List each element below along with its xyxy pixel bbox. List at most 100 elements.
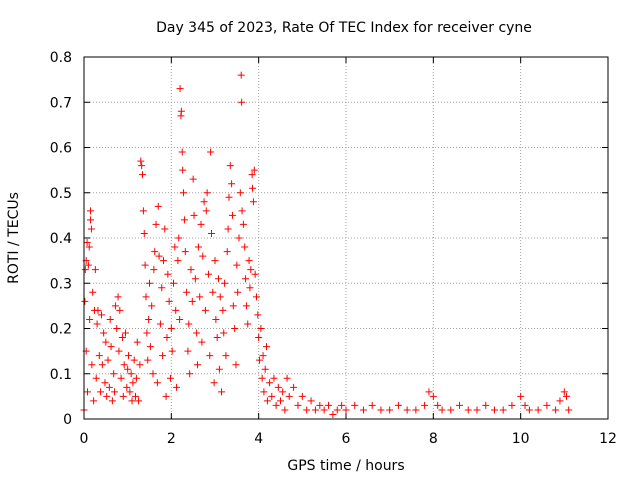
data-point: [185, 320, 193, 328]
x-tick-label: 0: [80, 431, 89, 447]
data-point: [173, 383, 181, 391]
data-point: [142, 293, 150, 301]
data-point: [429, 392, 437, 400]
data-point: [525, 406, 533, 414]
data-point: [177, 107, 185, 115]
data-point: [139, 171, 147, 179]
y-tick-label: 0.5: [50, 186, 72, 202]
data-point: [261, 365, 269, 373]
data-point: [118, 334, 126, 342]
data-point: [438, 406, 446, 414]
data-point: [81, 297, 89, 305]
data-point: [194, 361, 202, 369]
y-tick-label: 0.6: [50, 141, 72, 157]
data-point: [325, 401, 333, 409]
data-point: [163, 334, 171, 342]
data-point: [482, 401, 490, 409]
data-point: [307, 397, 315, 405]
data-point: [85, 243, 93, 251]
y-tick-label: 0.7: [50, 95, 72, 111]
data-point: [162, 392, 170, 400]
data-point: [139, 207, 147, 215]
data-point: [83, 239, 91, 247]
data-point: [153, 379, 161, 387]
data-point: [210, 379, 218, 387]
data-point: [84, 261, 92, 269]
data-point: [473, 406, 481, 414]
data-point: [105, 383, 113, 391]
data-point: [92, 374, 100, 382]
x-tick-label: 8: [429, 431, 438, 447]
data-point: [556, 397, 564, 405]
data-point: [279, 388, 287, 396]
data-point: [180, 216, 188, 224]
y-tick-label: 0.2: [50, 322, 72, 338]
data-point: [206, 352, 214, 360]
data-point: [311, 406, 319, 414]
data-point: [464, 406, 472, 414]
data-point: [200, 198, 208, 206]
data-point: [285, 392, 293, 400]
data-point: [117, 374, 125, 382]
data-point: [159, 352, 167, 360]
data-point: [129, 379, 137, 387]
data-point: [174, 257, 182, 265]
data-point: [100, 329, 108, 337]
y-tick-label: 0: [63, 412, 72, 428]
data-point: [180, 189, 188, 197]
data-point: [245, 257, 253, 265]
data-point: [247, 266, 255, 274]
y-tick-label: 0.3: [50, 276, 72, 292]
data-point: [290, 383, 298, 391]
data-point: [132, 374, 140, 382]
data-point: [260, 388, 268, 396]
data-point: [197, 220, 205, 228]
data-point: [223, 248, 231, 256]
data-point: [220, 329, 228, 337]
data-point: [146, 343, 154, 351]
data-point: [218, 388, 226, 396]
data-point: [175, 234, 183, 242]
data-point: [198, 338, 206, 346]
data-point: [138, 162, 146, 170]
data-point: [268, 392, 276, 400]
data-point: [456, 401, 464, 409]
data-point: [298, 392, 306, 400]
data-point: [113, 325, 121, 332]
data-point: [259, 352, 267, 360]
data-point: [534, 406, 542, 414]
data-point: [133, 338, 141, 346]
data-point: [143, 329, 151, 337]
data-point: [263, 397, 271, 405]
data-point: [333, 406, 341, 414]
data-point: [167, 325, 175, 332]
data-point: [490, 406, 498, 414]
data-point: [128, 397, 136, 405]
data-point: [120, 361, 128, 369]
data-point: [179, 166, 187, 174]
data-point: [249, 198, 257, 206]
data-point: [338, 401, 346, 409]
data-point: [552, 406, 560, 414]
data-point: [211, 257, 219, 265]
data-point: [377, 406, 385, 414]
data-point: [136, 361, 144, 369]
data-point: [233, 261, 241, 269]
data-point: [194, 243, 202, 251]
data-point: [521, 401, 529, 409]
data-point: [202, 207, 210, 215]
data-point: [91, 266, 99, 274]
data-point: [329, 410, 337, 418]
data-point: [238, 207, 246, 215]
data-point: [266, 379, 274, 387]
data-point: [228, 211, 236, 219]
data-point: [283, 374, 291, 382]
data-point: [434, 401, 442, 409]
data-point: [110, 370, 118, 378]
data-point: [108, 397, 116, 405]
data-point: [90, 397, 98, 405]
data-point: [149, 370, 157, 378]
data-point: [226, 162, 234, 170]
data-point: [88, 361, 96, 369]
data-point: [191, 275, 199, 283]
